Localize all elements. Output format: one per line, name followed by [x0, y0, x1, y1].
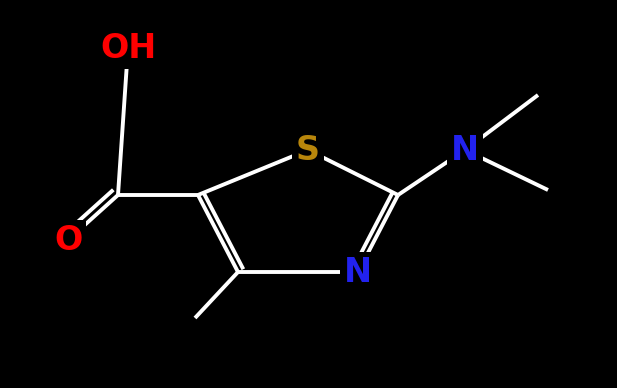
- Text: N: N: [451, 133, 479, 166]
- Text: N: N: [344, 256, 372, 289]
- Text: S: S: [296, 133, 320, 166]
- Text: O: O: [54, 223, 82, 256]
- Text: OH: OH: [100, 31, 156, 64]
